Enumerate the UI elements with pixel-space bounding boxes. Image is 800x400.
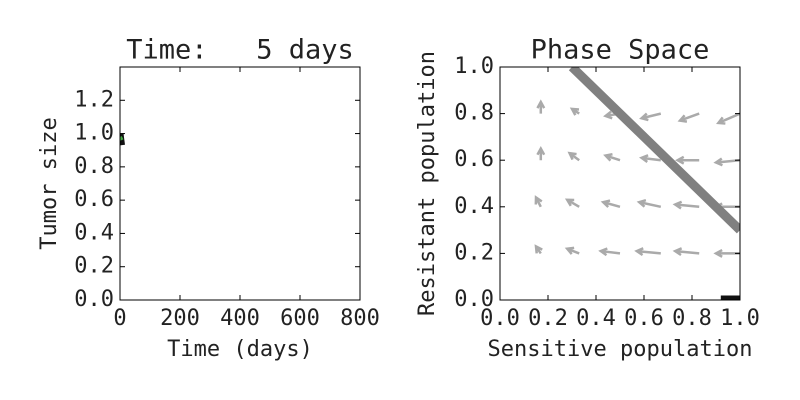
x-tick-label: 0.4	[576, 306, 616, 331]
y-tick-label: 1.0	[74, 121, 114, 146]
x-axis-label: Time (days)	[167, 337, 313, 362]
x-tick-label: 800	[340, 306, 380, 331]
y-axis-label: Tumor size	[37, 117, 62, 249]
y-tick-label: 0.0	[454, 287, 494, 312]
chart-title: Time: 5 days	[126, 35, 354, 66]
chart-title: Phase Space	[531, 35, 710, 66]
arrow	[639, 154, 661, 163]
y-tick-label: 0.8	[454, 101, 494, 126]
arrow	[713, 157, 740, 167]
y-tick-label: 1.2	[74, 87, 114, 112]
axes-frame	[499, 66, 741, 301]
y-tick-label: 0.4	[454, 194, 494, 219]
subplot: 0 200 400 600 800 0.0 0.2 0.4 0.6 0.8 1.0 1.2 Time: …	[37, 35, 380, 363]
x-tick-label: 600	[280, 306, 320, 331]
x-tick-label: 0.8	[672, 306, 712, 331]
arrow	[598, 247, 621, 257]
arrow	[716, 112, 740, 125]
axes-frame	[119, 66, 361, 301]
x-tick-label: 0.0	[480, 306, 520, 331]
arrow	[634, 247, 661, 257]
arrow	[672, 247, 700, 257]
y-tick-label: 0.0	[74, 287, 114, 312]
arrow	[536, 145, 546, 161]
plot-area	[534, 67, 740, 300]
arrow	[534, 244, 543, 255]
arrow	[564, 198, 580, 208]
x-tick-label: 200	[160, 306, 200, 331]
y-tick-label: 0.8	[74, 154, 114, 179]
arrow	[564, 246, 580, 255]
arrow	[534, 195, 543, 208]
arrow	[672, 200, 700, 210]
arrow	[677, 112, 700, 123]
arrow	[536, 99, 546, 114]
y-axis-label: Resistant population	[415, 51, 440, 316]
data-line	[568, 67, 740, 234]
arrow	[636, 198, 662, 209]
x-tick-label: 0	[113, 306, 126, 331]
x-tick-label: 400	[220, 306, 260, 331]
arrow	[603, 153, 621, 162]
arrow	[567, 151, 580, 162]
subplot: 0.0 0.2 0.4 0.6 0.8 1.0 0.0 0.2 0.4 0.6 0.8 1.0 Phas…	[415, 35, 760, 363]
x-tick-label: 1.0	[720, 306, 760, 331]
arrow	[674, 155, 700, 165]
y-tick-label: 0.2	[74, 254, 114, 279]
arrow	[569, 107, 580, 116]
y-tick-label: 0.2	[454, 240, 494, 265]
y-tick-label: 1.0	[454, 54, 494, 79]
x-axis-label: Sensitive population	[488, 337, 753, 362]
y-tick-label: 0.4	[74, 220, 114, 245]
x-tick-label: 0.6	[624, 306, 664, 331]
arrow	[639, 112, 662, 122]
arrow	[600, 199, 621, 209]
y-tick-label: 0.6	[454, 147, 494, 172]
y-tick-label: 0.6	[74, 187, 114, 212]
x-tick-label: 0.2	[528, 306, 568, 331]
